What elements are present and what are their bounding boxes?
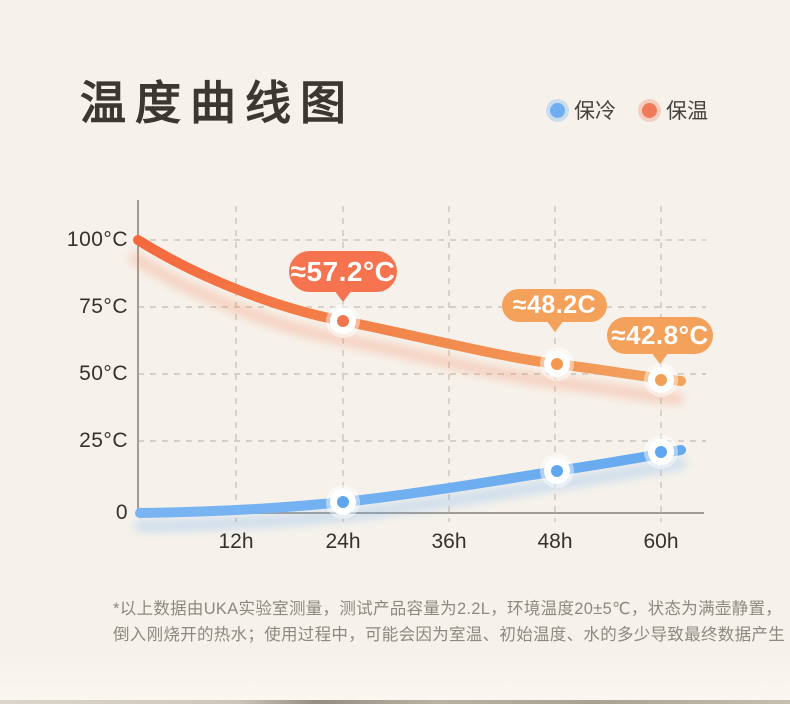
badge-tail (545, 320, 564, 332)
x-tick-label: 48h (537, 530, 573, 553)
warm-series-dot-icon (642, 102, 657, 118)
x-tick-label: 12h (218, 530, 254, 553)
badge-tail (651, 352, 669, 364)
cold-curve-glow (134, 457, 687, 532)
footnote-line: 倒入刚烧开的热水；使用过程中，可能会因为室温、初始温度、水的多少导致最终数据产生 (113, 626, 785, 644)
badge-tail (334, 290, 352, 302)
value-badge-60h-text: ≈42.8°C (611, 320, 709, 350)
bottom-fade (0, 652, 790, 700)
y-tick-label: 0 (115, 501, 128, 524)
bottom-edge-strip (0, 700, 790, 704)
legend-label-cold: 保冷 (574, 100, 616, 123)
warm-series-curve (133, 235, 686, 386)
cold-series-markers (326, 435, 678, 519)
x-tick-label: 24h (325, 530, 361, 553)
x-tick-label: 60h (643, 530, 679, 553)
x-tick-label: 36h (431, 530, 467, 553)
warm-series-markers (326, 304, 678, 397)
y-tick-label: 75°C (79, 295, 128, 318)
cold-series-dot-icon (550, 102, 565, 118)
warm-curve-glow (129, 252, 684, 405)
footnote-line: *以上数据由UKA实验室测量，测试产品容量为2.2L，环境温度20±5℃，状态为… (113, 600, 783, 618)
page-title: 温度曲线图 (80, 77, 355, 129)
value-badge-60h: ≈42.8°C (607, 317, 713, 364)
value-badge-24h-text: ≈57.2°C (290, 255, 396, 287)
value-badge-24h: ≈57.2°C (289, 251, 397, 302)
cold-series-curve (135, 445, 686, 518)
value-badge-48h: ≈48.2C (502, 289, 607, 332)
legend-item-cold: 保冷 (550, 95, 616, 125)
y-tick-label: 50°C (79, 362, 128, 385)
value-badge-48h-text: ≈48.2C (512, 291, 597, 319)
y-tick-label: 100°C (66, 228, 128, 251)
y-tick-label: 25°C (79, 429, 128, 452)
legend-item-warm: 保温 (642, 95, 708, 125)
legend: 保冷 保温 (550, 95, 708, 125)
legend-label-warm: 保温 (666, 100, 708, 123)
